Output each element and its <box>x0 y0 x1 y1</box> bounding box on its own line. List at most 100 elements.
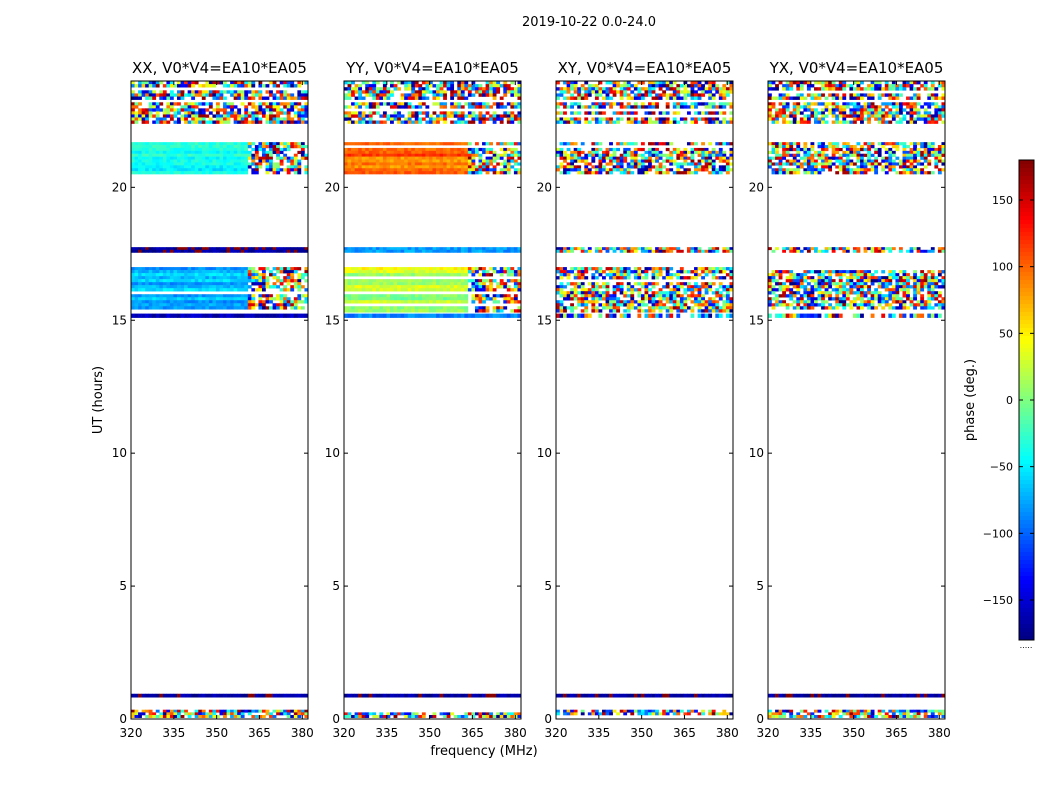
heatmap-cell <box>492 297 497 301</box>
heatmap-cell <box>482 159 486 163</box>
heatmap-cell <box>354 300 359 304</box>
heatmap-cell <box>619 162 624 166</box>
heatmap-cell <box>662 171 667 175</box>
heatmap-cell <box>159 153 164 157</box>
heatmap-cell <box>711 273 716 277</box>
heatmap-cell <box>201 145 206 149</box>
heatmap-cell <box>397 159 401 163</box>
heatmap-cell <box>361 273 366 277</box>
heatmap-cell <box>694 300 698 304</box>
heatmap-cell <box>626 267 631 271</box>
heatmap-cell <box>665 294 670 298</box>
heatmap-cell <box>439 84 444 88</box>
heatmap-cell <box>173 93 178 97</box>
heatmap-cell <box>400 279 405 283</box>
heatmap-cell <box>510 87 515 91</box>
heatmap-cell <box>379 313 384 318</box>
heatmap-cell <box>223 96 227 100</box>
heatmap-cell <box>411 300 416 304</box>
heatmap-cell <box>393 102 398 106</box>
heatmap-cell <box>230 267 234 271</box>
heatmap-cell <box>506 120 511 124</box>
heatmap-cell <box>297 150 302 155</box>
heatmap-cell <box>499 102 504 106</box>
heatmap-cell <box>290 168 295 172</box>
heatmap-cell <box>602 282 606 286</box>
heatmap-cell <box>496 117 501 121</box>
heatmap-cell <box>201 168 206 172</box>
heatmap-cell <box>215 90 220 94</box>
heatmap-cell <box>354 715 359 718</box>
heatmap-cell <box>729 300 734 304</box>
heatmap-cell <box>439 712 444 716</box>
heatmap-cell <box>386 267 391 271</box>
data-band <box>344 102 522 124</box>
heatmap-cell <box>358 156 362 160</box>
heatmap-cell <box>187 147 192 152</box>
heatmap-cell <box>446 273 451 277</box>
heatmap-cell <box>598 156 603 160</box>
heatmap-cell <box>212 313 217 318</box>
heatmap-cell <box>563 270 567 274</box>
heatmap-cell <box>131 715 135 718</box>
heatmap-cell <box>194 247 199 251</box>
heatmap-cell <box>467 153 472 157</box>
heatmap-cell <box>570 142 574 146</box>
heatmap-cell <box>457 285 462 289</box>
heatmap-cell <box>375 93 380 97</box>
heatmap-cell <box>201 150 206 155</box>
heatmap-cell <box>361 693 366 698</box>
heatmap-cell <box>690 142 695 146</box>
heatmap-cell <box>446 297 451 301</box>
heatmap-cell <box>138 165 142 169</box>
heatmap-cell <box>630 693 635 698</box>
heatmap-cell <box>361 300 366 304</box>
heatmap-cell <box>223 270 227 274</box>
heatmap-cell <box>134 282 139 286</box>
heatmap-cell <box>393 693 398 698</box>
heatmap-cell <box>411 282 416 286</box>
heatmap-cell <box>293 313 298 318</box>
heatmap-cell <box>230 159 234 163</box>
heatmap-cell <box>258 147 263 152</box>
heatmap-cell <box>386 165 391 169</box>
heatmap-cell <box>297 297 302 301</box>
heatmap-cell <box>180 313 185 318</box>
heatmap-cell <box>425 111 430 115</box>
heatmap-cell <box>464 306 469 310</box>
heatmap-cell <box>297 108 302 112</box>
heatmap-cell <box>443 267 447 271</box>
heatmap-cell <box>191 165 196 169</box>
heatmap-cell <box>347 715 352 718</box>
heatmap-cell <box>131 165 135 169</box>
heatmap-cell <box>187 120 192 124</box>
heatmap-cell <box>428 270 433 274</box>
heatmap-cell <box>708 712 713 716</box>
heatmap-cell <box>701 150 705 155</box>
panel-background <box>131 81 308 719</box>
heatmap-cell <box>580 273 585 277</box>
heatmap-cell <box>180 93 185 97</box>
heatmap-cell <box>177 153 181 157</box>
heatmap-cell <box>513 279 518 283</box>
heatmap-cell <box>361 249 366 253</box>
heatmap-cell <box>354 147 359 152</box>
heatmap-cell <box>711 102 716 106</box>
heatmap-cell <box>208 294 213 298</box>
heatmap-cell <box>648 309 652 313</box>
heatmap-cell <box>138 285 142 289</box>
heatmap-cell <box>397 306 401 310</box>
heatmap-cell <box>347 153 352 157</box>
heatmap-cell <box>679 171 684 175</box>
heatmap-cell <box>460 171 465 175</box>
heatmap-cell <box>293 715 298 718</box>
heatmap-cell <box>694 285 698 289</box>
heatmap-cell <box>655 150 659 155</box>
heatmap-cell <box>166 96 171 100</box>
heatmap-cell <box>240 712 245 716</box>
heatmap-cell <box>428 81 433 85</box>
heatmap-cell <box>240 120 245 124</box>
heatmap-cell <box>570 165 574 169</box>
heatmap-cell <box>708 288 713 292</box>
heatmap-cell <box>605 273 610 277</box>
